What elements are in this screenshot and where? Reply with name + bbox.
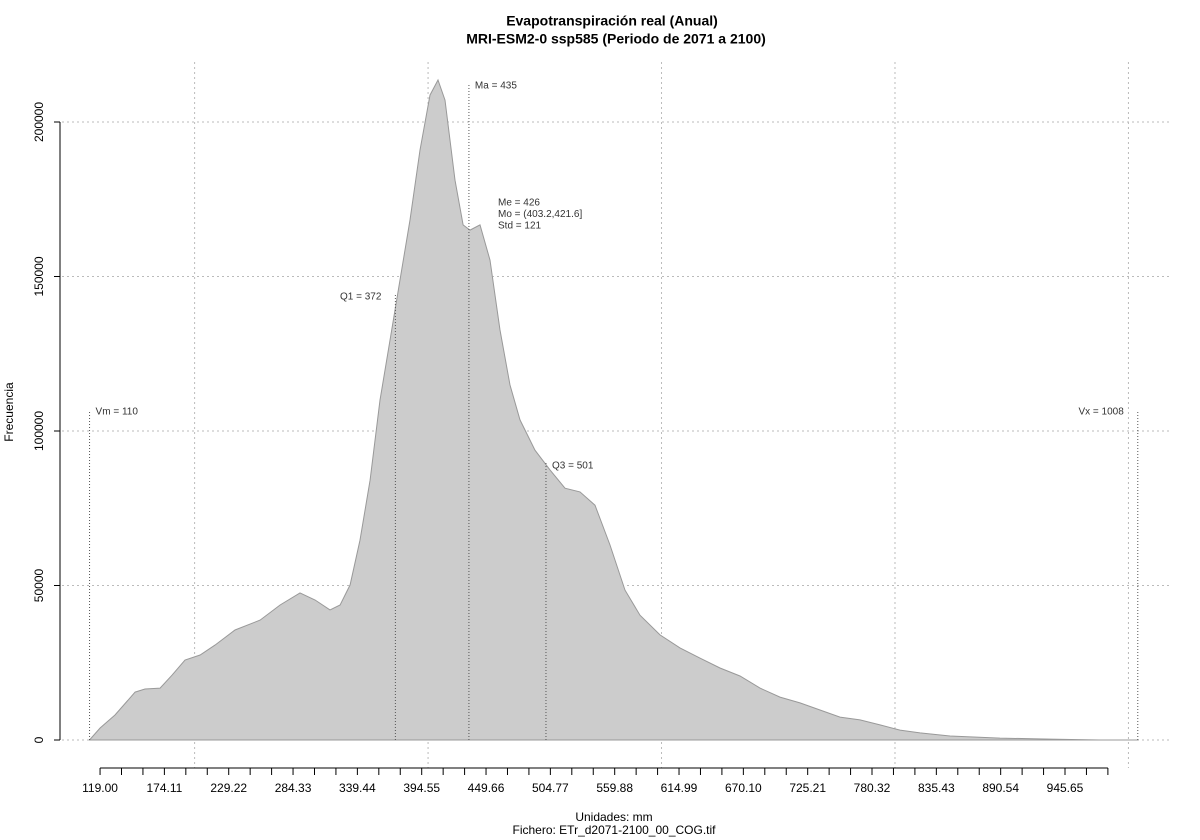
x-tick-label: 835.43 [918,781,955,795]
y-tick-label: 0 [32,736,46,743]
y-tick-label: 200000 [32,102,46,142]
x-tick-label: 559.88 [596,781,633,795]
annotation-label: Vm = 110 [96,407,139,418]
x-tick-label: 780.32 [854,781,891,795]
y-axis-label: Frecuencia [2,382,16,442]
caption: Fichero: ETr_d2071-2100_00_COG.tif [513,823,717,837]
x-axis-label: Unidades: mm [575,810,652,824]
x-tick-label: 725.21 [789,781,826,795]
y-tick-label: 100000 [32,411,46,451]
x-tick-label: 394.55 [403,781,440,795]
stat-label: Mo = (403.2,421.6] [498,209,582,220]
density-area [89,78,1139,741]
x-tick-label: 449.66 [468,781,505,795]
y-tick-label: 50000 [32,568,46,602]
annotation-label: Vx = 1008 [1078,407,1124,418]
x-tick-label: 945.65 [1047,781,1084,795]
x-tick-label: 119.00 [82,781,118,795]
annotation-label: Ma = 435 [475,81,517,92]
x-tick-label: 614.99 [661,781,698,795]
x-tick-label: 174.11 [146,781,182,795]
chart-title: Evapotranspiración real (Anual) [506,13,718,29]
x-tick-label: 339.44 [339,781,376,795]
x-tick-label: 670.10 [725,781,762,795]
x-tick-label: 284.33 [275,781,312,795]
x-tick-label: 504.77 [532,781,569,795]
chart-subtitle: MRI-ESM2-0 ssp585 (Periodo de 2071 a 210… [466,31,766,47]
annotation-label: Q1 = 372 [340,292,382,303]
annotation-label: Q3 = 501 [552,461,594,472]
y-tick-label: 150000 [32,256,46,296]
x-tick-label: 890.54 [982,781,1019,795]
stat-label: Std = 121 [498,221,542,232]
x-tick-label: 229.22 [210,781,247,795]
stat-label: Me = 426 [498,198,540,209]
